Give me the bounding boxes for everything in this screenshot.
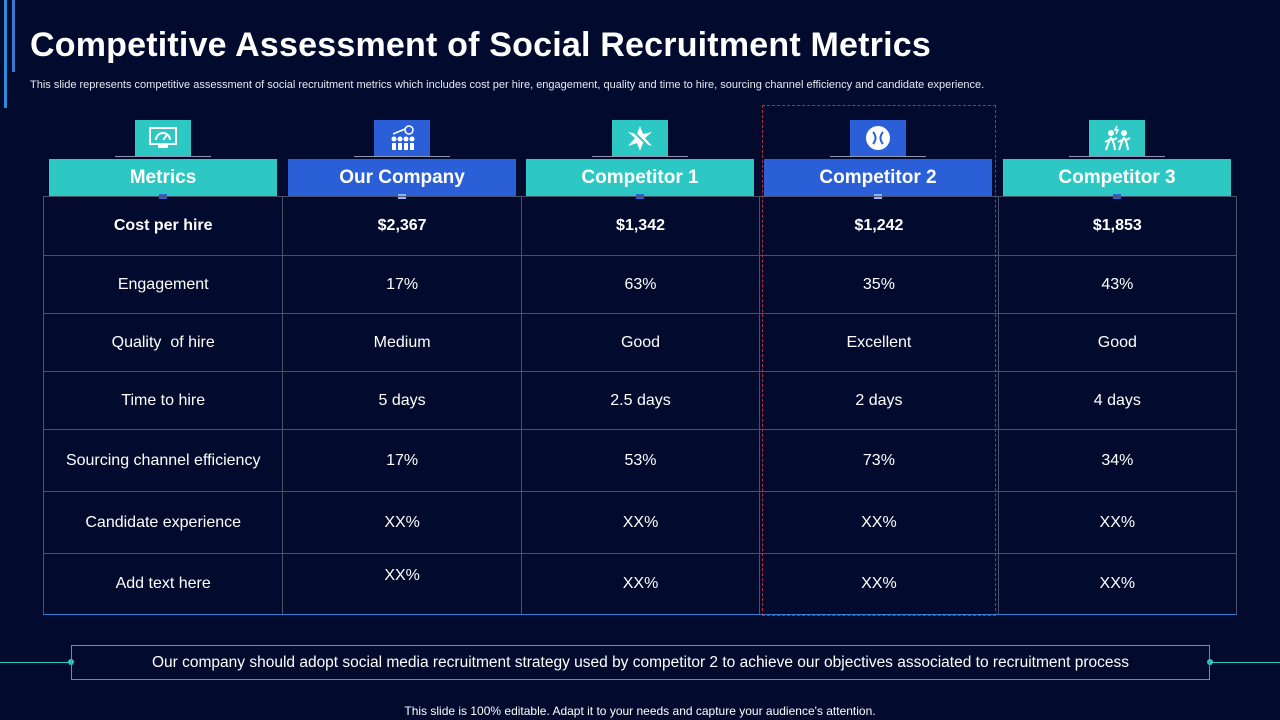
monitor-chart-icon: [135, 120, 191, 156]
accent-bar: [4, 0, 7, 108]
header-label: Our Company: [288, 159, 516, 196]
comparison-table: Cost per hire $2,367 $1,342 $1,242 $1,85…: [43, 196, 1237, 615]
table-cell: XX%: [759, 492, 997, 553]
table-cell: Candidate experience: [85, 513, 242, 531]
table-cell: $1,342: [520, 197, 759, 255]
table-cell: 53%: [520, 430, 759, 491]
table-cell: XX%: [282, 492, 520, 553]
table-cell: Cost per hire: [113, 217, 213, 234]
competitor-2-highlight: [762, 105, 996, 616]
header-label: Competitor 2: [764, 159, 992, 196]
table-cell: Time to hire: [121, 391, 206, 409]
table-cell: Good: [520, 314, 759, 371]
people-activity-icon: [1089, 120, 1145, 156]
table-cell: 17%: [282, 430, 520, 491]
table-cell: 2.5 days: [520, 372, 759, 429]
table-cell: Good: [997, 314, 1236, 371]
page-title: Competitive Assessment of Social Recruit…: [30, 26, 931, 64]
conclusion-box: Our company should adopt social media re…: [71, 645, 1210, 680]
table-cell: XX%: [282, 554, 520, 614]
table-row-candidate-experience: Candidate experience XX% XX% XX% XX%: [44, 491, 1236, 553]
table-cell: 34%: [997, 430, 1236, 491]
table-row-quality-of-hire: Quality of hire Medium Good Excellent Go…: [44, 313, 1236, 371]
header-label: Metrics: [49, 159, 277, 196]
table-cell: Engagement: [117, 275, 209, 293]
table-cell: XX%: [520, 554, 759, 614]
table-row-cost-per-hire: Cost per hire $2,367 $1,342 $1,242 $1,85…: [44, 197, 1236, 255]
table-cell: 17%: [282, 256, 520, 313]
table-cell: $1,853: [997, 197, 1236, 255]
table-row-engagement: Engagement 17% 63% 35% 43%: [44, 255, 1236, 313]
table-cell: Add text here: [115, 575, 211, 592]
header-label: Competitor 1: [526, 159, 754, 196]
table-cell: Sourcing channel efficiency: [65, 451, 261, 469]
table-cell: 63%: [520, 256, 759, 313]
table-cell: 73%: [759, 430, 997, 491]
star-burst-icon: [612, 120, 668, 156]
table-cell: 35%: [759, 256, 997, 313]
column-header-competitor-1: Competitor 1: [526, 120, 754, 199]
table-cell: $1,242: [759, 197, 997, 255]
table-cell: 4 days: [997, 372, 1236, 429]
table-cell: XX%: [997, 554, 1236, 614]
table-cell: XX%: [997, 492, 1236, 553]
table-cell: $2,367: [282, 197, 520, 255]
column-header-our-company: Our Company: [288, 120, 516, 199]
table-cell: Excellent: [759, 314, 997, 371]
column-header-metrics: Metrics: [49, 120, 277, 199]
column-header-competitor-2: Competitor 2: [764, 120, 992, 199]
table-cell: XX%: [520, 492, 759, 553]
table-cell: 43%: [997, 256, 1236, 313]
table-row-add-text: Add text here XX% XX% XX% XX%: [44, 553, 1236, 614]
page-subtitle: This slide represents competitive assess…: [30, 79, 985, 91]
team-growth-icon: [374, 120, 430, 156]
column-header-competitor-3: Competitor 3: [1003, 120, 1231, 199]
header-label: Competitor 3: [1003, 159, 1231, 196]
accent-bar-secondary: [12, 0, 15, 72]
table-cell: 5 days: [282, 372, 520, 429]
table-row-sourcing-channel-efficiency: Sourcing channel efficiency 17% 53% 73% …: [44, 429, 1236, 491]
footer-note: This slide is 100% editable. Adapt it to…: [404, 704, 876, 718]
table-cell: Quality of hire: [111, 333, 215, 351]
table-cell: 2 days: [759, 372, 997, 429]
table-row-time-to-hire: Time to hire 5 days 2.5 days 2 days 4 da…: [44, 371, 1236, 429]
table-cell: XX%: [759, 554, 997, 614]
table-cell: Medium: [282, 314, 520, 371]
badge-circle-icon: [850, 120, 906, 156]
